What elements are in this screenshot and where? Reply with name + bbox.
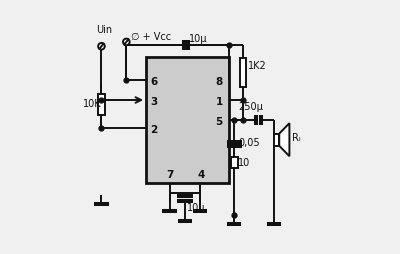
Text: 7: 7 [166, 170, 173, 180]
Text: 5: 5 [215, 117, 223, 126]
Bar [231, 157, 238, 168]
Text: 4: 4 [198, 170, 205, 180]
Text: Uin: Uin [96, 25, 112, 35]
Bar [98, 93, 105, 115]
Text: 6: 6 [150, 76, 157, 87]
Circle shape [98, 43, 105, 50]
Text: 10K: 10K [83, 99, 102, 109]
Text: 10μ: 10μ [189, 34, 208, 44]
Bar [146, 57, 228, 183]
Text: 8: 8 [215, 76, 223, 87]
Text: Rₗ: Rₗ [292, 133, 301, 144]
Bar [240, 58, 246, 87]
Text: 250μ: 250μ [238, 102, 263, 112]
Bar [274, 134, 279, 146]
Text: 1K2: 1K2 [248, 61, 266, 71]
Text: 1: 1 [215, 97, 223, 107]
Text: 10μ: 10μ [187, 203, 206, 213]
Text: 2: 2 [150, 124, 157, 135]
Text: 0,05: 0,05 [238, 138, 260, 148]
Text: 10: 10 [238, 157, 250, 168]
Text: 3: 3 [150, 97, 157, 107]
Text: ∅ + Vcc: ∅ + Vcc [131, 32, 171, 42]
Polygon shape [279, 123, 290, 156]
Circle shape [123, 39, 130, 45]
